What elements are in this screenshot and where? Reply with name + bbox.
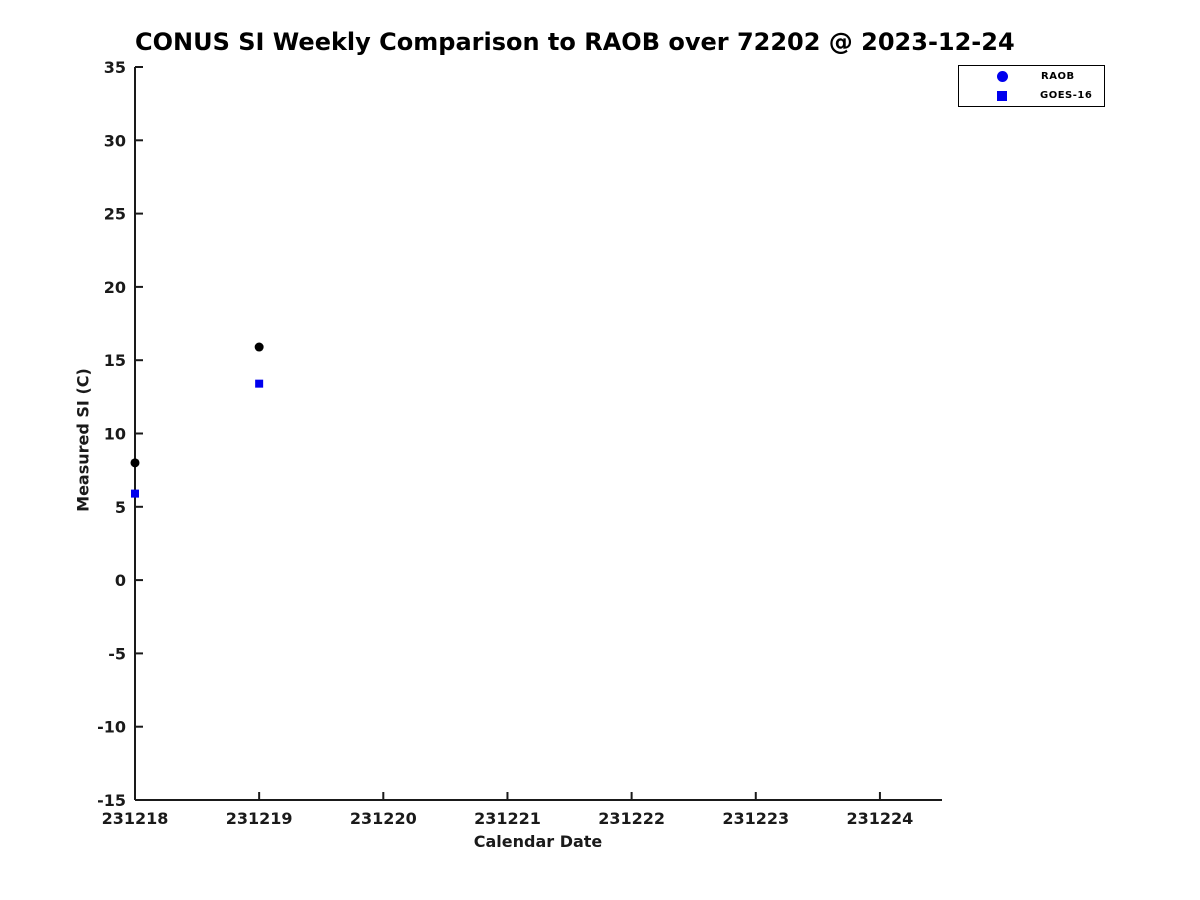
- y-tick-label: 10: [104, 425, 126, 444]
- y-tick-label: 0: [115, 571, 126, 590]
- data-point-raob: [254, 342, 264, 352]
- raob-circle-marker-icon: [997, 71, 1008, 82]
- x-tick-label: 231218: [102, 809, 169, 828]
- x-tick-label: 231221: [474, 809, 541, 828]
- data-point-goes16: [255, 379, 264, 388]
- y-tick-label: 5: [115, 498, 126, 517]
- x-tick-label: 231224: [847, 809, 914, 828]
- y-tick-label: 20: [104, 278, 126, 297]
- x-tick-label: 231219: [226, 809, 293, 828]
- legend-item-raob: RAOB: [959, 67, 1104, 86]
- legend: RAOB GOES-16: [958, 65, 1105, 107]
- y-tick-label: 15: [104, 351, 126, 370]
- goes16-square-marker-icon: [997, 90, 1007, 101]
- chart-title: CONUS SI Weekly Comparison to RAOB over …: [135, 28, 1015, 56]
- y-tick-label: 25: [104, 205, 126, 224]
- x-axis-label: Calendar Date: [473, 832, 603, 851]
- y-tick-label: -15: [97, 791, 126, 810]
- y-tick-label: 30: [104, 131, 126, 150]
- x-tick-label: 231220: [350, 809, 417, 828]
- x-tick-label: 231222: [598, 809, 665, 828]
- data-point-raob: [130, 458, 140, 468]
- legend-label-raob: RAOB: [1041, 71, 1075, 82]
- legend-label-goes16: GOES-16: [1040, 90, 1093, 101]
- legend-item-goes16: GOES-16: [959, 86, 1104, 105]
- y-tick-label: -10: [97, 718, 126, 737]
- y-tick-label: -5: [108, 644, 126, 663]
- data-point-goes16: [131, 489, 139, 498]
- x-tick-label: 231223: [722, 809, 789, 828]
- y-tick-label: 35: [104, 58, 126, 77]
